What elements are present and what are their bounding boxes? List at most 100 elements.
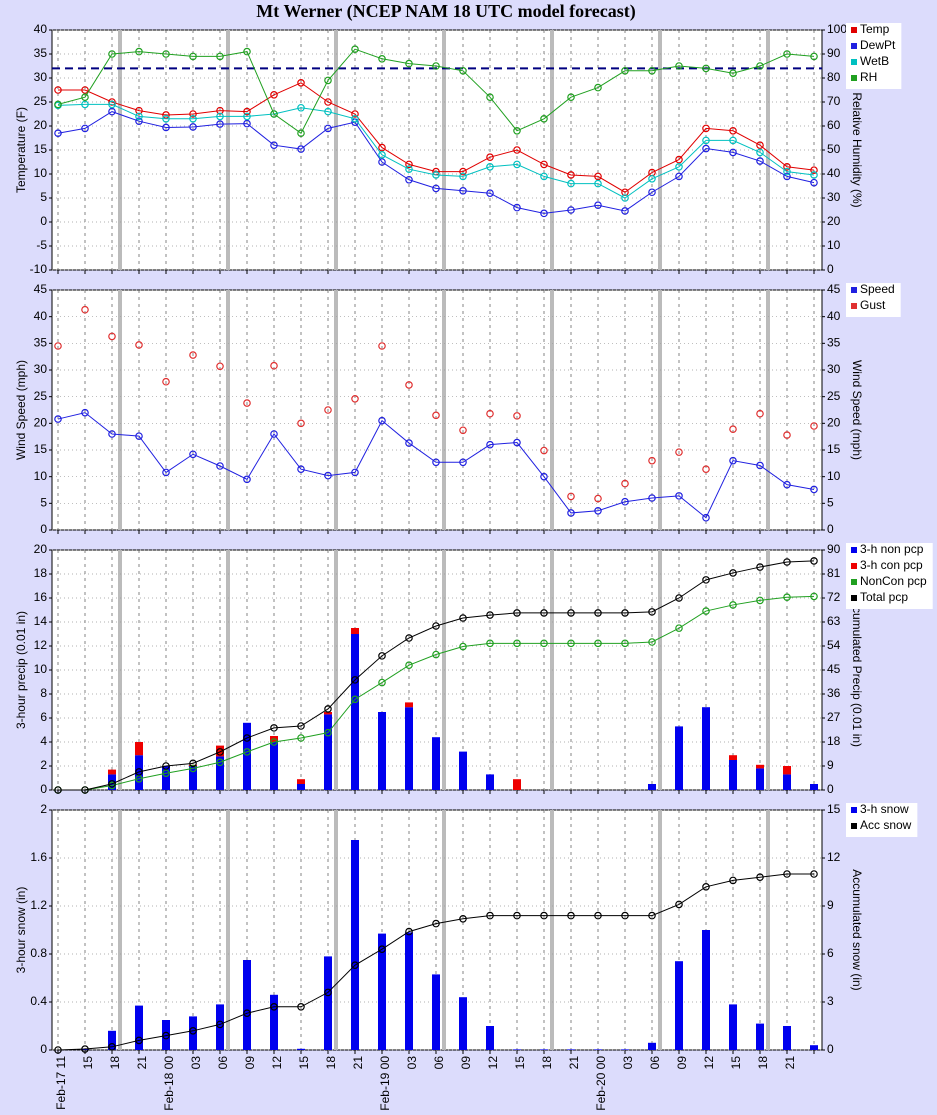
marker xyxy=(810,171,818,179)
marker xyxy=(783,172,791,181)
marker xyxy=(567,492,575,501)
y-tick-label: 1.6 xyxy=(30,850,47,864)
marker xyxy=(81,408,89,417)
marker xyxy=(54,129,62,138)
marker xyxy=(756,873,764,882)
x-tick-label: Feb-20 00 xyxy=(594,1056,608,1111)
marker xyxy=(648,175,656,183)
y-tick-label: 0 xyxy=(40,1042,47,1056)
y-axis-label: 3-hour snow (in) xyxy=(14,887,28,974)
marker xyxy=(729,456,737,465)
bar xyxy=(702,707,710,790)
marker xyxy=(270,91,278,99)
marker xyxy=(432,171,440,179)
marker xyxy=(567,509,575,517)
marker xyxy=(270,1002,278,1011)
marker xyxy=(189,450,197,459)
marker xyxy=(648,911,656,920)
line xyxy=(57,412,815,519)
legend-swatch xyxy=(851,823,857,829)
y2-tick-label: 40 xyxy=(827,309,841,323)
marker xyxy=(432,650,440,659)
marker xyxy=(324,98,332,106)
y-tick-label: 15 xyxy=(34,442,48,456)
bar xyxy=(162,1020,170,1050)
bar xyxy=(243,722,251,790)
marker xyxy=(486,911,494,920)
marker xyxy=(189,759,197,768)
marker xyxy=(675,624,683,632)
marker xyxy=(702,64,710,73)
y2-axis-label: Accumulated Precip (0.01 in) xyxy=(850,593,864,747)
bar xyxy=(702,930,710,1050)
marker xyxy=(675,155,683,164)
x-tick-label: 15 xyxy=(513,1056,527,1070)
bar xyxy=(621,1049,629,1050)
y-tick-label: 6 xyxy=(40,710,47,724)
marker xyxy=(54,786,62,794)
marker xyxy=(54,86,62,94)
marker xyxy=(540,609,548,617)
marker xyxy=(162,1031,170,1040)
bar xyxy=(783,766,791,775)
y2-tick-label: 18 xyxy=(827,734,841,748)
bar xyxy=(405,707,413,790)
marker xyxy=(378,945,386,954)
marker xyxy=(135,112,143,121)
y-tick-label: 45 xyxy=(34,282,48,296)
marker xyxy=(486,163,494,171)
y2-tick-label: 0 xyxy=(827,782,834,796)
marker xyxy=(351,961,359,970)
bar xyxy=(756,768,764,790)
y-tick-label: 40 xyxy=(34,309,48,323)
marker xyxy=(216,362,224,371)
y2-tick-label: 15 xyxy=(827,442,841,456)
y2-axis-label: Relative Humidity (%) xyxy=(850,92,864,207)
marker xyxy=(378,342,386,350)
marker xyxy=(621,497,629,506)
marker xyxy=(243,1009,251,1018)
marker xyxy=(621,207,629,215)
marker xyxy=(108,107,116,116)
marker xyxy=(459,458,467,467)
marker xyxy=(297,419,305,428)
legend-swatch xyxy=(851,75,857,81)
marker xyxy=(108,1043,116,1051)
marker xyxy=(243,748,251,756)
marker xyxy=(783,558,791,566)
legend-swatch xyxy=(851,303,857,309)
marker xyxy=(54,1046,62,1054)
marker xyxy=(297,1002,305,1011)
bar xyxy=(459,751,467,790)
marker xyxy=(702,576,710,584)
marker xyxy=(189,351,197,359)
bar xyxy=(783,1026,791,1050)
marker xyxy=(81,93,89,102)
marker xyxy=(810,592,818,601)
marker xyxy=(243,399,251,407)
marker xyxy=(378,143,386,152)
marker xyxy=(351,676,359,684)
legend-label: Total pcp xyxy=(860,590,908,604)
marker xyxy=(270,738,278,746)
y-tick-label: 0.8 xyxy=(30,946,47,960)
marker xyxy=(162,111,170,119)
x-tick-label: 15 xyxy=(729,1056,743,1070)
marker xyxy=(81,124,89,133)
marker xyxy=(513,639,521,648)
x-tick-label: 12 xyxy=(702,1056,716,1070)
marker xyxy=(459,172,467,181)
bar xyxy=(432,737,440,790)
marker xyxy=(729,148,737,157)
y-tick-label: 2 xyxy=(40,758,47,772)
marker xyxy=(648,638,656,646)
line xyxy=(57,873,814,1051)
y2-tick-label: 40 xyxy=(827,166,841,180)
marker xyxy=(216,758,224,767)
y2-tick-label: 90 xyxy=(827,46,841,60)
marker xyxy=(108,50,116,58)
bar xyxy=(108,769,116,775)
y-tick-label: -10 xyxy=(30,262,48,276)
marker xyxy=(540,639,548,648)
marker xyxy=(702,136,710,145)
